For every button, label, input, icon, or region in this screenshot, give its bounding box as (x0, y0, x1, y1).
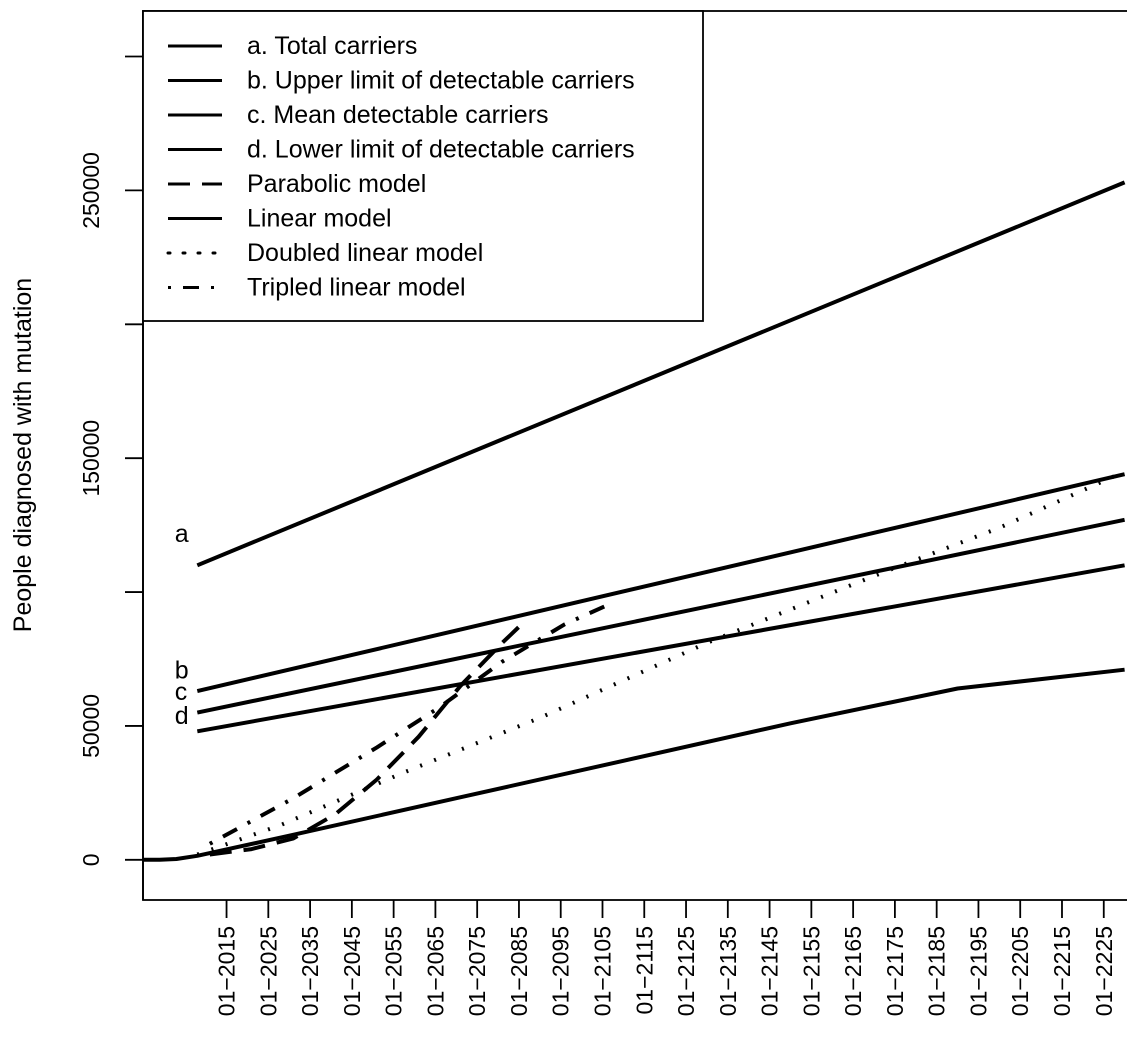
x-tick-label-6: 01−2075 (464, 926, 490, 1016)
series-line-0 (196, 180, 1126, 568)
annotation-d: d (175, 702, 189, 730)
y-axis-ticks: 0 50000 150000 250000 (78, 55, 143, 866)
series-line-3 (196, 563, 1125, 734)
legend-box (142, 10, 704, 322)
x-tick-label-17: 01−2185 (924, 926, 950, 1016)
x-tick-label-1: 01−2025 (255, 926, 281, 1016)
x-tick-label-0: 01−2015 (214, 926, 240, 1016)
series-line-7 (208, 603, 608, 846)
y-tick-label-1: 50000 (78, 694, 104, 758)
legend-label-2: c. Mean detectable carriers (247, 101, 549, 129)
line-annotations: a bcd (175, 520, 189, 730)
annotation-b: b (175, 657, 189, 685)
legend-label-4: Parabolic model (247, 170, 426, 198)
annotation-a: a (175, 520, 189, 548)
x-tick-label-18: 01−2195 (965, 926, 991, 1016)
annotation-c: c (175, 678, 188, 706)
series-layer (143, 180, 1126, 862)
series-line-2 (196, 517, 1126, 715)
x-tick-label-12: 01−2135 (715, 926, 741, 1016)
x-axis-ticks: 01−2015 01−2025 01−2035 01−2045 01−2055 01−20… (214, 900, 1117, 1016)
legend-label-0: a. Total carriers (247, 32, 417, 60)
x-tick-label-11: 01−2125 (673, 926, 699, 1016)
y-tick-label-0: 0 (78, 853, 104, 866)
legend-label-3: d. Lower limit of detectable carriers (247, 136, 635, 164)
series-line-5 (143, 667, 1125, 862)
x-tick-label-14: 01−2155 (798, 926, 824, 1016)
x-tick-label-19: 01−2205 (1007, 926, 1033, 1016)
legend-label-1: b. Upper limit of detectable carriers (247, 67, 635, 95)
x-tick-label-16: 01−2175 (882, 926, 908, 1016)
x-tick-label-10: 01−2115 (631, 926, 657, 1014)
x-tick-label-4: 01−2055 (381, 926, 407, 1016)
legend-label-7: Tripled linear model (247, 274, 466, 302)
series-line-6 (196, 469, 1126, 857)
x-tick-label-3: 01−2045 (339, 926, 365, 1016)
series-line-1 (196, 472, 1126, 694)
x-tick-label-5: 01−2065 (422, 926, 448, 1016)
y-axis-label: People diagnosed with mutation (9, 278, 37, 632)
legend-label-5: Linear model (247, 205, 392, 233)
x-tick-label-20: 01−2215 (1049, 926, 1075, 1016)
x-tick-label-13: 01−2145 (757, 926, 783, 1016)
legend-label-6: Doubled linear model (247, 239, 483, 267)
x-tick-label-8: 01−2095 (548, 926, 574, 1016)
x-tick-label-9: 01−2105 (589, 926, 615, 1016)
y-tick-label-3: 150000 (78, 420, 104, 497)
y-tick-label-5: 250000 (78, 152, 104, 229)
series-line-4 (209, 625, 521, 857)
x-tick-label-2: 01−2035 (297, 926, 323, 1016)
x-tick-label-21: 01−2225 (1091, 926, 1117, 1016)
x-tick-label-7: 01−2085 (506, 926, 532, 1016)
legend: a. Total carriers b. Upper limit of detec… (142, 10, 704, 322)
x-tick-label-15: 01−2165 (840, 926, 866, 1016)
